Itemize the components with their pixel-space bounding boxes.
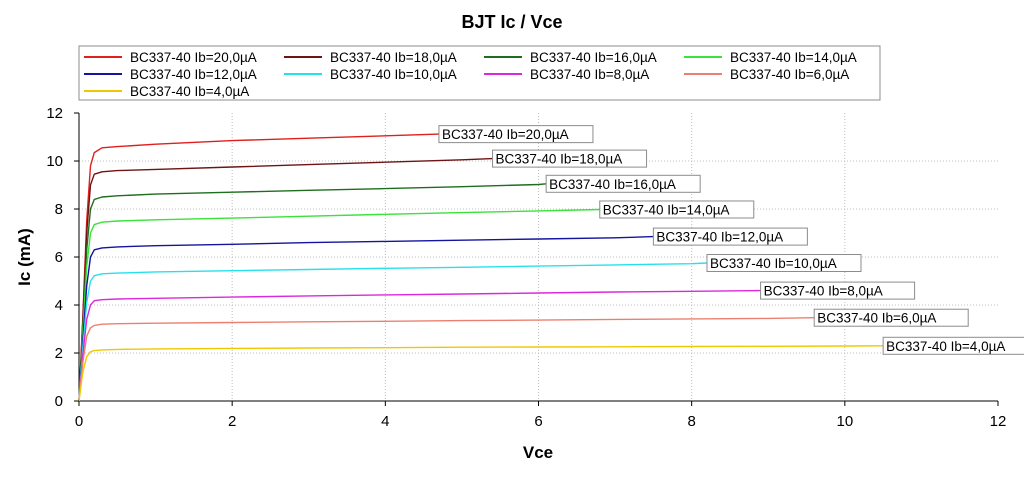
series-annotation-3: BC337-40 Ib=14,0µA (599, 200, 755, 219)
legend-item-1: BC337-40 Ib=18,0µA (284, 50, 457, 65)
y-axis-title: Ic (mA) (15, 228, 34, 286)
legend-label: BC337-40 Ib=20,0µA (130, 50, 257, 65)
legend-item-6: BC337-40 Ib=8,0µA (484, 67, 649, 82)
annotation-label: BC337-40 Ib=20,0µA (442, 127, 569, 142)
x-axis-title: Vce (523, 443, 553, 462)
series-line-8 (78, 345, 884, 402)
y-tick-label: 0 (55, 393, 63, 410)
annotation-box (545, 174, 701, 193)
annotation-box (882, 336, 1024, 355)
y-tick-label: 6 (55, 249, 63, 266)
y-tick-label: 12 (46, 105, 63, 122)
annotation-label: BC337-40 Ib=18,0µA (496, 152, 623, 167)
legend-item-7: BC337-40 Ib=6,0µA (684, 67, 849, 82)
annotation-box (706, 254, 862, 272)
annotation-label: BC337-40 Ib=8,0µA (764, 284, 883, 299)
series-lines (78, 133, 884, 402)
annotation-box (599, 200, 755, 219)
legend-label: BC337-40 Ib=4,0µA (130, 84, 249, 99)
series-line-0 (78, 133, 439, 402)
annotation-label: BC337-40 Ib=16,0µA (549, 177, 676, 192)
x-tick-label: 10 (836, 413, 853, 430)
series-annotation-2: BC337-40 Ib=16,0µA (545, 174, 701, 193)
annotation-label: BC337-40 Ib=4,0µA (886, 339, 1005, 354)
series-annotation-7: BC337-40 Ib=6,0µA (813, 308, 969, 327)
x-tick-label: 4 (381, 413, 389, 430)
legend-label: BC337-40 Ib=18,0µA (330, 50, 457, 65)
x-tick-label: 2 (228, 413, 236, 430)
y-axis-ticks: 0 2 4 6 8 10 12 (46, 105, 79, 410)
legend-box (78, 45, 881, 101)
series-annotation-5: BC337-40 Ib=10,0µA (706, 254, 862, 272)
series-annotation-6: BC337-40 Ib=8,0µA (760, 281, 916, 300)
annotation-box (652, 227, 808, 246)
y-tick-label: 2 (55, 345, 63, 362)
legend-item-2: BC337-40 Ib=16,0µA (484, 50, 657, 65)
legend-label: BC337-40 Ib=6,0µA (730, 67, 849, 82)
legend-label: BC337-40 Ib=12,0µA (130, 67, 257, 82)
series-line-1 (78, 157, 493, 402)
annotation-box (760, 281, 916, 300)
legend-label: BC337-40 Ib=14,0µA (730, 50, 857, 65)
legend-item-3: BC337-40 Ib=14,0µA (684, 50, 857, 65)
y-tick-label: 8 (55, 201, 63, 218)
annotation-box (492, 149, 648, 168)
series-annotations: BC337-40 Ib=20,0µA BC337-40 Ib=18,0µA BC33… (438, 125, 1024, 355)
legend-item-4: BC337-40 Ib=12,0µA (84, 67, 257, 82)
x-axis-ticks: 0 2 4 6 8 10 12 (75, 401, 1007, 430)
series-line-7 (78, 317, 815, 402)
annotation-label: BC337-40 Ib=12,0µA (656, 230, 783, 245)
legend-label: BC337-40 Ib=10,0µA (330, 67, 457, 82)
series-annotation-1: BC337-40 Ib=18,0µA (492, 149, 648, 168)
chart-title: BJT Ic / Vce (461, 12, 562, 32)
series-line-2 (78, 183, 547, 402)
legend-item-0: BC337-40 Ib=20,0µA (84, 50, 257, 65)
annotation-label: BC337-40 Ib=10,0µA (710, 256, 837, 271)
x-tick-label: 6 (534, 413, 542, 430)
series-line-4 (78, 235, 654, 402)
series-annotation-8: BC337-40 Ib=4,0µA (882, 336, 1024, 355)
annotation-box (813, 308, 969, 327)
x-tick-label: 12 (990, 413, 1007, 430)
series-line-6 (78, 289, 761, 402)
series-annotation-4: BC337-40 Ib=12,0µA (652, 227, 808, 246)
legend: BC337-40 Ib=20,0µA BC337-40 Ib=18,0µA BC33… (78, 45, 881, 101)
annotation-label: BC337-40 Ib=6,0µA (817, 311, 936, 326)
y-tick-label: 4 (55, 297, 63, 314)
series-annotation-0: BC337-40 Ib=20,0µA (438, 125, 594, 144)
series-line-3 (78, 208, 600, 402)
legend-item-5: BC337-40 Ib=10,0µA (284, 67, 457, 82)
y-tick-label: 10 (46, 153, 63, 170)
series-line-5 (78, 262, 708, 402)
legend-item-8: BC337-40 Ib=4,0µA (84, 84, 249, 99)
x-tick-label: 0 (75, 413, 83, 430)
legend-label: BC337-40 Ib=16,0µA (530, 50, 657, 65)
annotation-label: BC337-40 Ib=14,0µA (603, 202, 730, 217)
legend-label: BC337-40 Ib=8,0µA (530, 67, 649, 82)
annotation-box (438, 125, 594, 144)
x-tick-label: 8 (687, 413, 695, 430)
